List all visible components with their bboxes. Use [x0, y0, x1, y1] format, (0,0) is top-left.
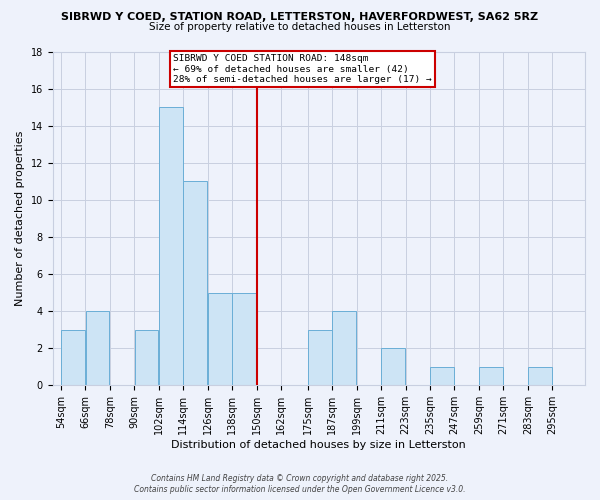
- Bar: [134, 330, 158, 386]
- Bar: [184, 182, 208, 386]
- Bar: [479, 367, 503, 386]
- Bar: [86, 311, 109, 386]
- Bar: [208, 292, 232, 386]
- Bar: [159, 107, 183, 386]
- X-axis label: Distribution of detached houses by size in Letterston: Distribution of detached houses by size …: [172, 440, 466, 450]
- Bar: [61, 330, 85, 386]
- Bar: [332, 311, 356, 386]
- Text: Size of property relative to detached houses in Letterston: Size of property relative to detached ho…: [149, 22, 451, 32]
- Bar: [308, 330, 332, 386]
- Bar: [382, 348, 405, 386]
- Text: SIBRWD Y COED STATION ROAD: 148sqm
← 69% of detached houses are smaller (42)
28%: SIBRWD Y COED STATION ROAD: 148sqm ← 69%…: [173, 54, 432, 84]
- Y-axis label: Number of detached properties: Number of detached properties: [15, 130, 25, 306]
- Text: Contains HM Land Registry data © Crown copyright and database right 2025.
Contai: Contains HM Land Registry data © Crown c…: [134, 474, 466, 494]
- Bar: [528, 367, 552, 386]
- Bar: [232, 292, 256, 386]
- Bar: [430, 367, 454, 386]
- Text: SIBRWD Y COED, STATION ROAD, LETTERSTON, HAVERFORDWEST, SA62 5RZ: SIBRWD Y COED, STATION ROAD, LETTERSTON,…: [61, 12, 539, 22]
